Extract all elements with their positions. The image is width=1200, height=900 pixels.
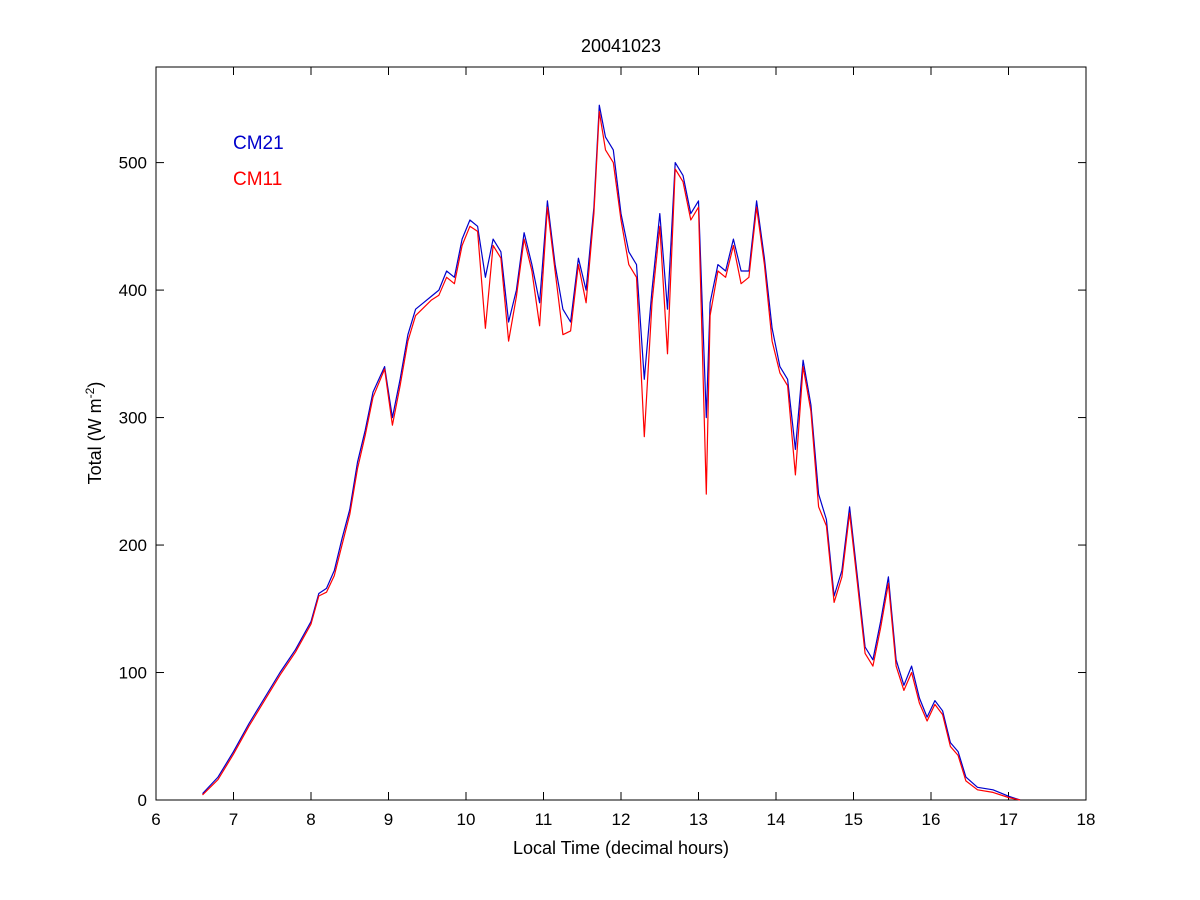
x-axis-ticks: 6 7 8 9 10 11 12 13 14 15 16 17 18 (151, 67, 1095, 829)
x-tick-label: 10 (457, 810, 476, 829)
y-tick-label: 500 (119, 154, 147, 173)
y-axis-label-end: ) (85, 382, 105, 388)
chart-title: 20041023 (581, 36, 661, 56)
x-tick-label: 14 (767, 810, 786, 829)
x-tick-label: 17 (999, 810, 1018, 829)
x-tick-label: 9 (384, 810, 393, 829)
x-tick-label: 6 (151, 810, 160, 829)
legend-label-cm21: CM21 (233, 133, 284, 154)
y-tick-label: 300 (119, 409, 147, 428)
y-axis-label-sup: -2 (83, 387, 97, 398)
x-tick-label: 11 (535, 810, 553, 829)
y-tick-label: 400 (119, 281, 147, 300)
y-tick-label: 0 (138, 791, 147, 810)
legend: CM21 CM11 (233, 133, 284, 190)
x-tick-label: 16 (922, 810, 941, 829)
x-tick-label: 18 (1077, 810, 1096, 829)
series-layer (202, 104, 1021, 801)
x-tick-label: 12 (612, 810, 631, 829)
x-axis-label: Local Time (decimal hours) (513, 838, 729, 858)
x-tick-label: 8 (306, 810, 315, 829)
series-line-cm11 (202, 110, 1021, 801)
x-tick-label: 7 (229, 810, 238, 829)
y-tick-label: 100 (119, 664, 147, 683)
x-tick-label: 15 (844, 810, 863, 829)
series-line-cm21 (202, 104, 1021, 801)
y-tick-label: 200 (119, 536, 147, 555)
y-axis-ticks: 0 100 200 300 400 500 (119, 154, 1086, 810)
y-axis-label: Total (W m-2) (83, 382, 105, 485)
x-tick-label: 13 (689, 810, 708, 829)
plot-area (155, 66, 1087, 801)
y-axis-label-main: Total (W m (85, 398, 105, 484)
legend-label-cm11: CM11 (233, 169, 282, 190)
